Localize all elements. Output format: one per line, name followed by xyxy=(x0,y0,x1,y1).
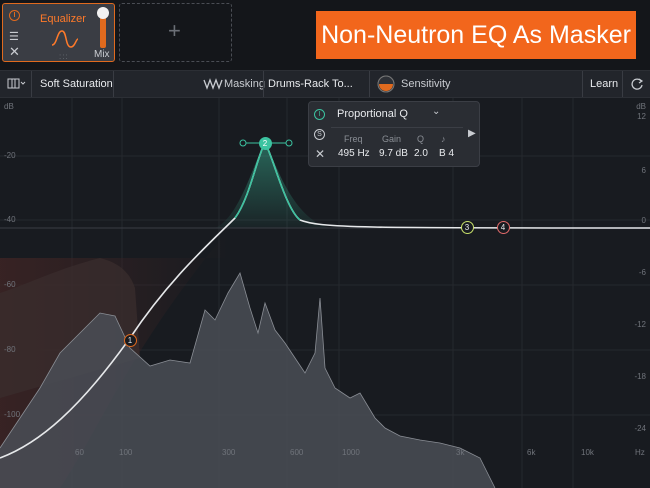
plus-icon: + xyxy=(168,18,181,43)
axis-right-tick: 0 xyxy=(641,216,646,225)
q-value[interactable]: 2.0 xyxy=(414,148,428,159)
band-parameter-panel: I S ✕ Proportional Q ⌄ ▶ Freq Gain Q ♪ 4… xyxy=(308,101,480,167)
axis-right-tick: -18 xyxy=(634,372,646,381)
band-delete-icon[interactable]: ✕ xyxy=(315,147,326,161)
axis-left-tick: -60 xyxy=(4,280,16,289)
axis-freq-unit: Hz xyxy=(635,448,645,457)
divider xyxy=(113,71,114,97)
module-name: Equalizer xyxy=(40,13,86,25)
axis-right-tick: -6 xyxy=(638,268,646,277)
divider xyxy=(369,71,370,97)
axis-right-tick: -12 xyxy=(634,320,646,329)
add-module-slot[interactable]: + xyxy=(119,3,232,62)
masking-icon xyxy=(203,71,223,97)
axis-left-tick: -100 xyxy=(4,410,21,419)
axis-left-tick: -80 xyxy=(4,345,16,354)
axis-freq-tick: 10k xyxy=(581,448,594,457)
axis-left-tick: -20 xyxy=(4,151,16,160)
list-icon[interactable]: ☰ xyxy=(9,31,19,43)
axis-freq-tick: 300 xyxy=(222,448,236,457)
axis-freq-tick: 60 xyxy=(75,448,84,457)
audio-spectrum xyxy=(0,273,495,488)
gain-label: Gain xyxy=(382,134,402,144)
sensitivity-label: Sensitivity xyxy=(401,78,451,90)
axis-freq-tick: 600 xyxy=(290,448,304,457)
divider xyxy=(622,71,623,97)
masking-label: Masking xyxy=(224,78,265,90)
divider xyxy=(582,71,583,97)
title-banner: Non-Neutron EQ As Masker xyxy=(316,11,636,59)
freq-label: Freq xyxy=(344,134,363,144)
soft-saturation-button[interactable]: Soft Saturation xyxy=(40,78,113,90)
axis-freq-tick: 6k xyxy=(527,448,536,457)
axis-right-tick: -24 xyxy=(634,424,646,433)
band-node-3[interactable]: 3 xyxy=(460,220,474,234)
grip-icon[interactable]: ::: xyxy=(59,52,69,61)
band-power-icon[interactable]: I xyxy=(314,109,325,120)
divider xyxy=(263,71,264,97)
axis-right-tick: 12 xyxy=(637,112,646,121)
axis-freq-tick: 1000 xyxy=(342,448,360,457)
sensitivity-knob[interactable] xyxy=(376,71,396,97)
eq-plot[interactable]: dB -20 -40 -60 -80 -100 dB 12 6 0 -6 -12… xyxy=(0,98,650,488)
gain-value[interactable]: 9.7 dB xyxy=(379,148,408,159)
learn-button[interactable]: Learn xyxy=(590,78,619,90)
q-label: Q xyxy=(417,134,425,144)
note-icon: ♪ xyxy=(441,134,446,144)
equalizer-module[interactable]: Equalizer ☰ ✕ ::: Mix xyxy=(2,3,115,62)
masking-source-dropdown[interactable]: Drums-Rack To... xyxy=(268,78,353,90)
axis-freq-tick: 100 xyxy=(119,448,133,457)
expand-arrow-icon[interactable]: ▶ xyxy=(468,128,476,139)
close-icon[interactable]: ✕ xyxy=(9,44,20,59)
chevron-down-icon[interactable]: ⌄ xyxy=(432,106,441,117)
band-2-fill xyxy=(215,143,330,228)
mix-slider[interactable] xyxy=(100,14,106,48)
axis-left-unit: dB xyxy=(4,102,14,111)
columns-icon[interactable] xyxy=(6,71,26,97)
band-node-1[interactable]: 1 xyxy=(123,333,137,347)
band-node-2[interactable]: 2 xyxy=(258,136,272,150)
eq-curve-icon xyxy=(51,30,79,48)
reset-icon[interactable] xyxy=(630,71,644,97)
band-node-4[interactable]: 4 xyxy=(496,220,510,234)
axis-left-tick: -40 xyxy=(4,215,16,224)
divider xyxy=(331,127,463,128)
mix-knob[interactable] xyxy=(97,7,109,19)
band-solo-icon[interactable]: S xyxy=(314,129,325,140)
mix-label: Mix xyxy=(94,49,110,60)
axis-right-unit: dB xyxy=(636,102,646,111)
freq-value[interactable]: 495 Hz xyxy=(338,148,370,159)
axis-freq-tick: 3k xyxy=(456,448,465,457)
divider xyxy=(31,71,32,97)
spectrum-canvas xyxy=(0,98,650,488)
toolbar: Soft Saturation Masking Drums-Rack To...… xyxy=(0,70,650,98)
power-icon[interactable] xyxy=(9,10,20,21)
note-value[interactable]: B 4 xyxy=(439,148,455,159)
band-shape-dropdown[interactable]: Proportional Q xyxy=(337,108,408,120)
axis-right-tick: 6 xyxy=(641,166,646,175)
